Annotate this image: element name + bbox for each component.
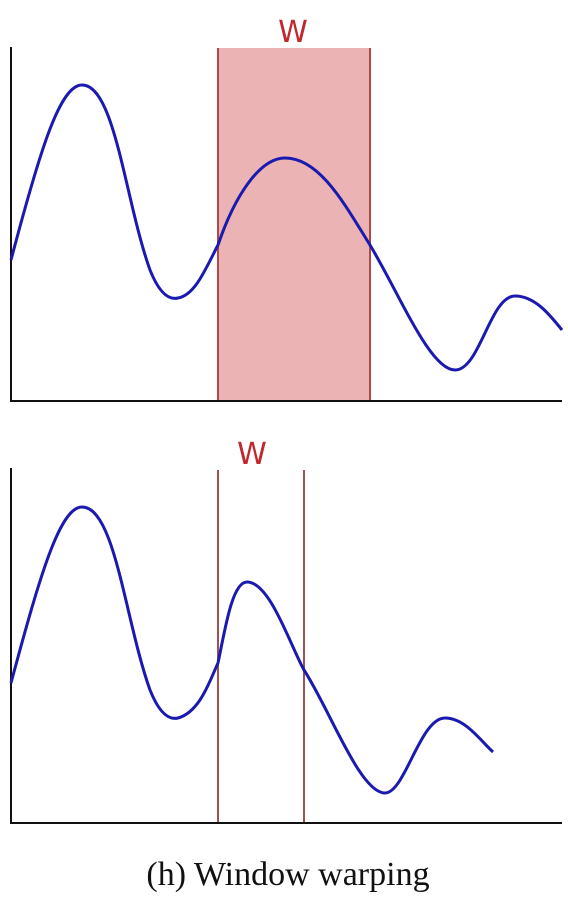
top-panel: W — [9, 15, 564, 402]
window-label: W — [278, 15, 308, 50]
window-label: W — [237, 437, 267, 472]
time-series — [9, 83, 564, 372]
window-region — [218, 48, 370, 401]
warped-time-series — [9, 505, 495, 795]
bottom-panel: W — [9, 437, 562, 824]
caption: (h) Window warping — [146, 856, 429, 893]
